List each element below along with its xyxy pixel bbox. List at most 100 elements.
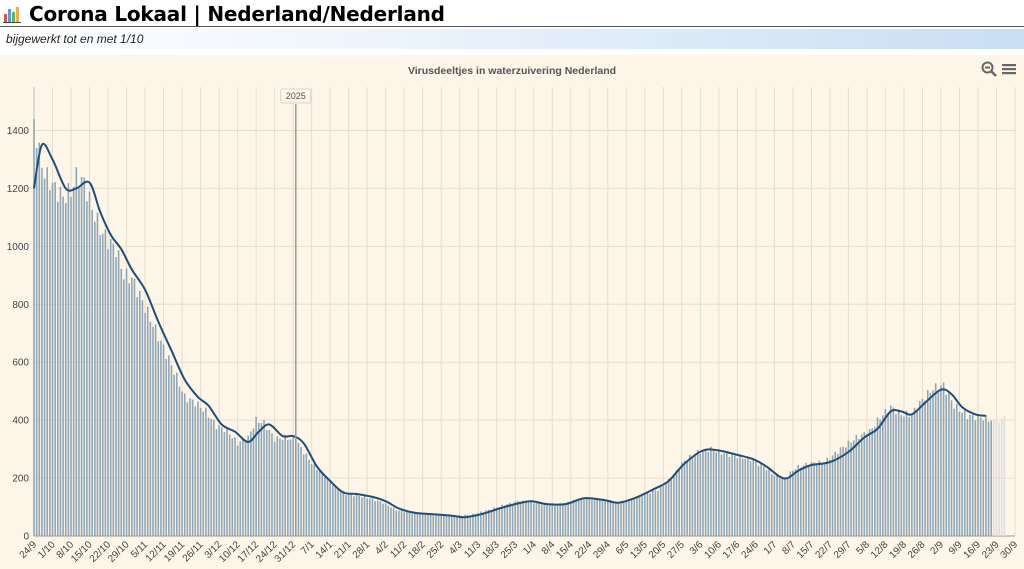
bar (54, 182, 56, 536)
y-tick-label: 600 (12, 358, 29, 369)
bar (630, 498, 633, 536)
x-tick-label: 24/9 (18, 539, 40, 561)
bar (768, 468, 770, 536)
y-tick-label: 800 (12, 300, 29, 311)
bar (897, 409, 900, 536)
pending-bar (995, 421, 998, 536)
bar (609, 499, 612, 536)
bar (384, 503, 387, 536)
bar (617, 501, 620, 536)
bar (332, 485, 334, 536)
bar (546, 504, 548, 536)
bar (469, 515, 472, 536)
bar (628, 501, 630, 536)
bar (911, 414, 913, 536)
pending-bar (1003, 415, 1006, 536)
bar (189, 398, 191, 536)
bar (850, 442, 852, 536)
bar (450, 515, 453, 536)
bar (138, 291, 141, 536)
bar (46, 167, 49, 536)
bar (112, 243, 115, 536)
bar (257, 422, 260, 536)
bar (35, 148, 38, 536)
bar (445, 515, 448, 536)
bar (792, 470, 794, 536)
bar (879, 419, 881, 536)
bar (863, 432, 866, 536)
bar (310, 464, 313, 536)
bar (884, 408, 887, 536)
update-text: bijgewerkt tot en met 1/10 (6, 32, 144, 46)
bar (421, 513, 424, 536)
hamburger-menu-icon[interactable] (1001, 61, 1017, 77)
bar (215, 429, 218, 536)
y-tick-label: 200 (12, 474, 29, 485)
bar (490, 509, 493, 536)
bar (427, 514, 429, 536)
bar (675, 470, 678, 536)
bar (252, 428, 255, 536)
bar (868, 429, 871, 536)
bar (160, 340, 162, 536)
bar (292, 437, 294, 536)
bar (244, 441, 247, 536)
bar (715, 452, 717, 536)
bar (146, 306, 149, 536)
bar (963, 410, 966, 536)
bar (287, 440, 289, 536)
bar (231, 438, 234, 536)
bar (228, 434, 231, 536)
x-tick-label: 29/10 (106, 539, 132, 565)
bar (855, 434, 858, 536)
bar (120, 268, 123, 536)
bar (950, 400, 953, 536)
bar (247, 435, 249, 536)
bar (826, 457, 829, 536)
bar (477, 512, 480, 536)
bar (908, 417, 911, 536)
bar (974, 420, 977, 536)
x-tick-label: 29/4 (591, 539, 613, 561)
bar (678, 469, 680, 536)
bar (831, 455, 834, 536)
bar (948, 392, 950, 536)
bar (969, 414, 971, 536)
bar (858, 439, 860, 536)
x-tick-label: 1/4 (521, 539, 539, 557)
bar (874, 426, 876, 536)
bar (665, 483, 667, 536)
bar (107, 249, 109, 536)
bar (501, 504, 503, 536)
bar (334, 485, 337, 536)
bar (136, 297, 138, 536)
bar (657, 490, 659, 536)
x-tick-label: 25/3 (499, 539, 521, 561)
bar (797, 464, 799, 536)
bar (263, 419, 265, 536)
bar (503, 505, 506, 536)
bar (70, 196, 72, 537)
bar (78, 188, 80, 536)
bar (49, 190, 51, 536)
bar (194, 406, 197, 536)
bar (924, 400, 926, 536)
bar (51, 182, 54, 536)
zoom-out-icon[interactable] (981, 61, 997, 77)
bar (353, 496, 355, 536)
bar (223, 432, 226, 536)
bar (641, 496, 643, 536)
bar (453, 516, 456, 536)
x-tick-label: 12/8 (869, 539, 891, 561)
bar (440, 516, 443, 536)
bar (366, 498, 368, 536)
bar (210, 418, 212, 536)
bar (778, 478, 781, 536)
bar (371, 498, 374, 536)
bar (495, 507, 498, 536)
x-tick-label: 10/6 (702, 539, 724, 561)
bar (382, 503, 384, 536)
bar (538, 502, 540, 536)
bar (379, 501, 382, 536)
bar (313, 464, 316, 536)
